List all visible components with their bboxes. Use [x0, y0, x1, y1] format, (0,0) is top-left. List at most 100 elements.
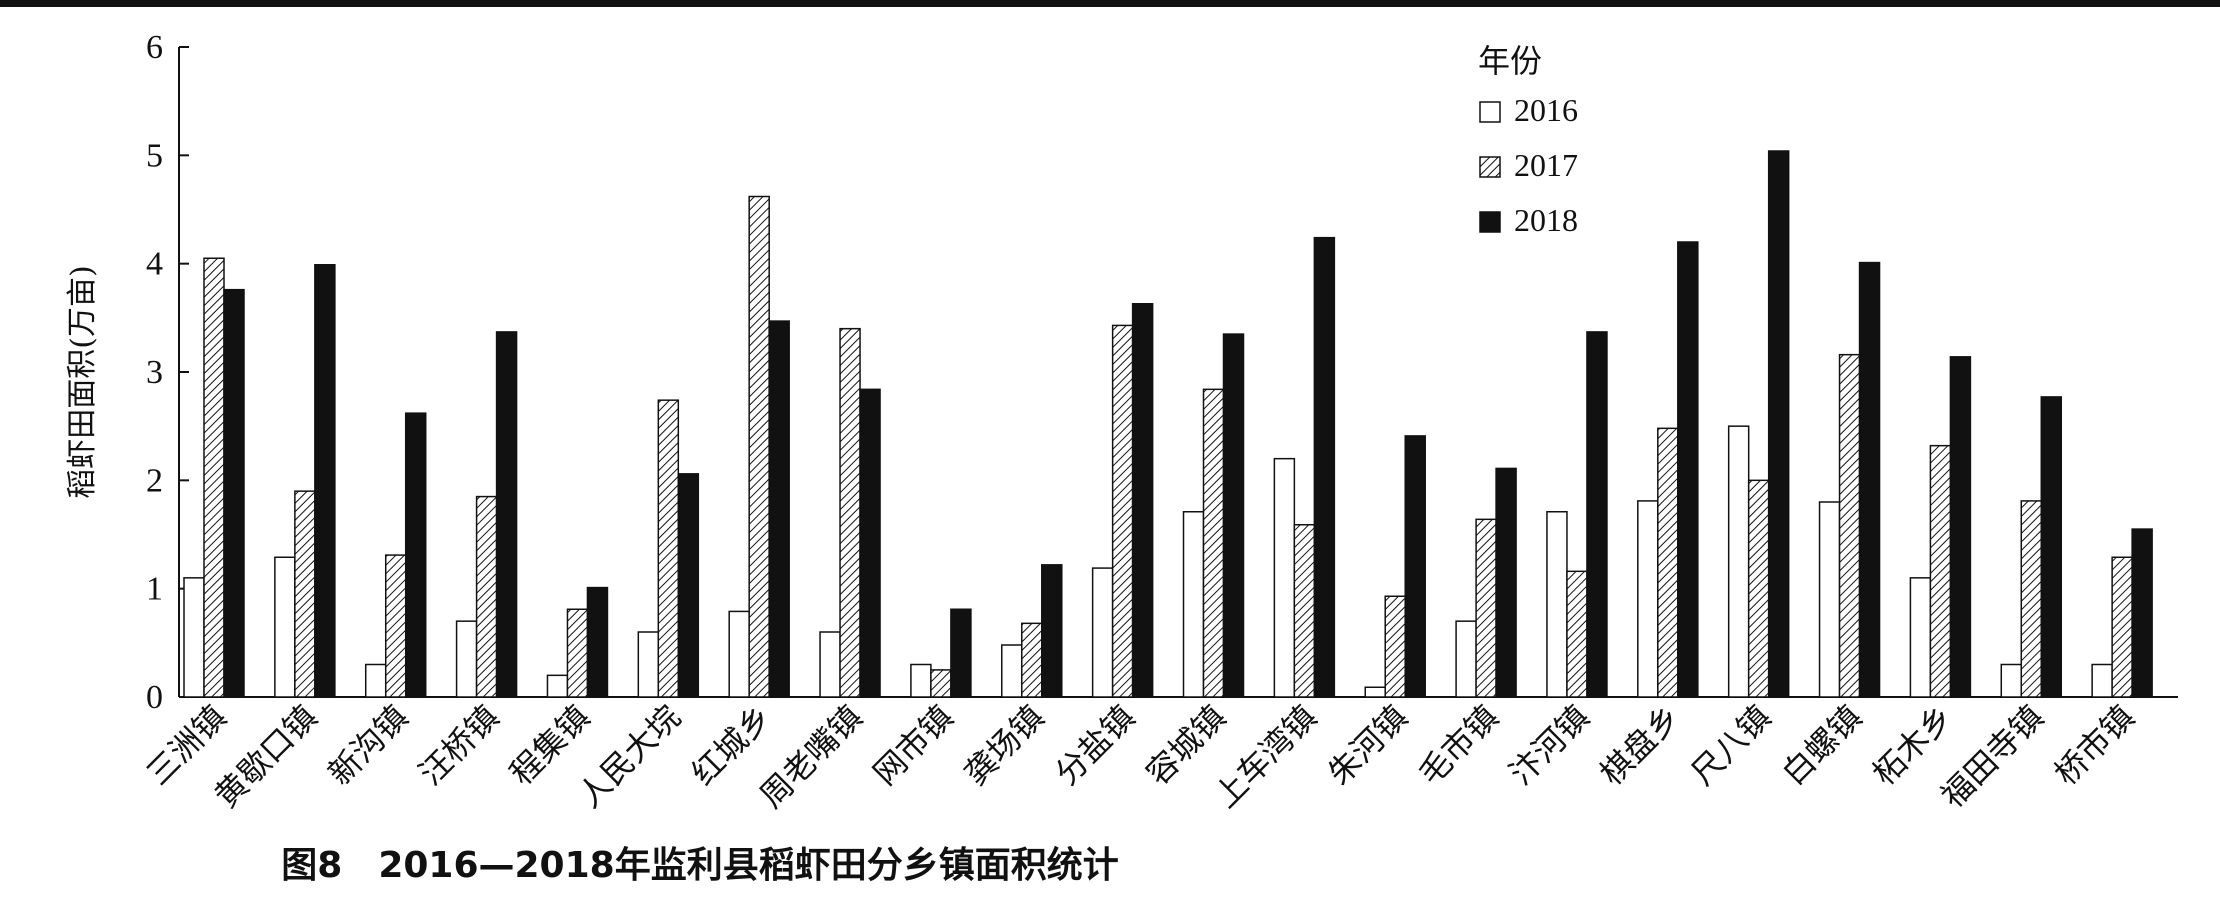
bar-2016 [637, 631, 660, 698]
bar-2016 [1091, 567, 1114, 698]
bar-2018 [1131, 303, 1154, 698]
top-border [0, 0, 2220, 7]
bar-2018 [2131, 528, 2153, 698]
bar-2018 [1586, 331, 1608, 698]
bar-2018 [1858, 261, 1881, 698]
bar-2017 [930, 669, 952, 698]
bar-2016 [1364, 686, 1386, 698]
bar-2017 [1929, 444, 1952, 698]
y-tick-label: 4 [146, 246, 163, 283]
bar-2017 [1838, 353, 1861, 698]
x-tick-label: 黄歇口镇 [207, 698, 324, 815]
bar-2017 [839, 327, 861, 698]
bar-2017 [1475, 518, 1497, 698]
legend-title: 年份 [1478, 42, 1542, 80]
bar-2016 [183, 577, 205, 698]
bar-2016 [1637, 500, 1659, 698]
bar-2017 [294, 490, 316, 698]
legend-swatch-2016 [1479, 101, 1501, 123]
bar-2018 [223, 288, 245, 698]
x-tick-label: 棋盘乡 [1593, 698, 1688, 793]
bar-2017 [475, 495, 498, 698]
y-tick-label: 1 [146, 571, 163, 608]
bar-2016 [455, 620, 478, 698]
bar-2018 [1767, 150, 1790, 698]
y-axis-label: 稻虾田面积(万亩) [65, 265, 100, 498]
bar-2016 [728, 610, 750, 698]
bar-2017 [384, 554, 407, 698]
x-tick-label: 朱河镇 [1320, 698, 1415, 793]
bar-2017 [748, 195, 770, 698]
bar-2017 [1384, 595, 1406, 698]
y-tick-label: 0 [146, 679, 163, 716]
bar-2016 [1818, 501, 1841, 698]
bar-2017 [1111, 324, 1134, 698]
legend-label-2017: 2017 [1514, 147, 1578, 183]
bar-2018 [859, 388, 881, 698]
bar-2016 [1909, 577, 1932, 698]
bar-2018 [1404, 435, 1426, 698]
x-tick-label: 上车湾镇 [1207, 698, 1324, 815]
bar-2016 [546, 674, 569, 698]
y-tick-label: 6 [146, 29, 163, 66]
bar-2017 [1657, 427, 1679, 698]
x-tick-label: 汴河镇 [1502, 698, 1597, 793]
bar-2016 [1727, 425, 1750, 698]
bar-2018 [2040, 396, 2063, 698]
bar-2018 [1313, 236, 1336, 698]
x-tick-label: 福田寺镇 [1934, 698, 2051, 815]
y-tick-label: 5 [146, 137, 163, 174]
legend-label-2018: 2018 [1514, 202, 1578, 238]
bar-2018 [495, 331, 518, 698]
bar-2018 [1495, 467, 1517, 698]
bar-2016 [364, 663, 387, 698]
bar-2017 [1202, 388, 1225, 698]
bar-2018 [314, 264, 336, 698]
x-tick-label: 汪桥镇 [411, 698, 506, 793]
bar-2016 [2000, 663, 2023, 698]
x-tick-label: 毛市镇 [1411, 698, 1506, 793]
bar-2018 [1677, 241, 1699, 698]
bar-2016 [1182, 511, 1205, 698]
bar-2018 [1949, 356, 1972, 698]
y-tick-label: 2 [146, 462, 163, 499]
bar-2017 [1566, 570, 1588, 698]
bar-2018 [677, 473, 700, 698]
bar-2016 [819, 631, 841, 698]
x-tick-label: 人民大垸 [571, 698, 688, 815]
bar-2017 [566, 608, 589, 698]
bar-2018 [404, 412, 427, 698]
y-tick-label: 3 [146, 354, 163, 391]
x-tick-label: 白螺镇 [1774, 698, 1869, 793]
bar-2018 [950, 608, 972, 698]
bar-2018 [768, 320, 790, 698]
bar-2017 [657, 399, 680, 698]
bar-2018 [1222, 333, 1245, 698]
bar-2018 [586, 586, 609, 698]
figure-caption: 图8 2016—2018年监利县稻虾田分乡镇面积统计 [281, 845, 1119, 886]
x-tick-label: 周老嘴镇 [752, 698, 869, 815]
legend-swatch-2018 [1479, 211, 1501, 233]
bar-2016 [1546, 511, 1568, 698]
bar-2017 [2020, 500, 2043, 698]
x-tick-label: 桥市镇 [2047, 698, 2142, 793]
bar-2016 [1455, 620, 1477, 698]
bar-2018 [1041, 564, 1063, 698]
bar-2016 [1273, 457, 1296, 698]
legend-label-2016: 2016 [1514, 92, 1578, 128]
bar-2017 [1293, 524, 1316, 698]
bar-2017 [1747, 479, 1770, 698]
bar-2016 [2091, 663, 2113, 698]
x-tick-label: 网市镇 [866, 698, 961, 793]
bar-2017 [203, 257, 225, 698]
bar-2016 [910, 663, 932, 698]
bar-2016 [1001, 644, 1023, 698]
bar-2016 [274, 556, 296, 698]
x-tick-label: 尺八镇 [1684, 698, 1779, 793]
x-tick-label: 分盐镇 [1048, 698, 1143, 793]
x-tick-label: 龚场镇 [957, 698, 1052, 793]
bar-2017 [1021, 622, 1043, 698]
bar-2017 [2111, 556, 2133, 698]
x-tick-label: 新沟镇 [321, 698, 416, 793]
